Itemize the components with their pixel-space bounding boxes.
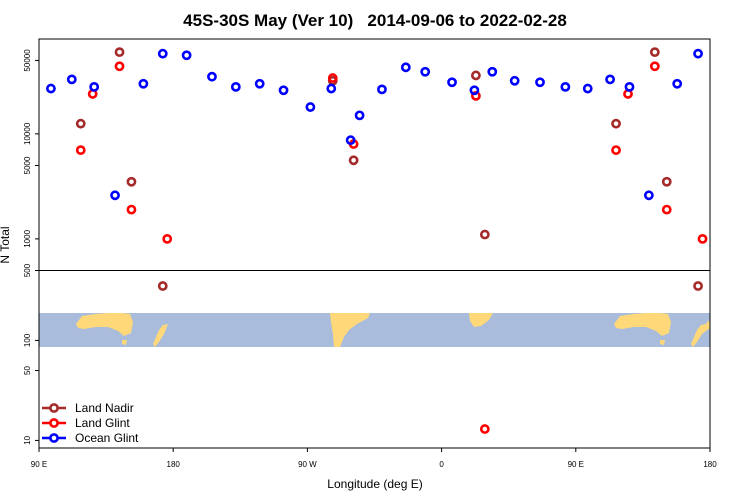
land-nadir-point [348, 155, 359, 166]
y-lower-tick-label: 50 [23, 366, 32, 375]
land-nadir-point [157, 281, 168, 291]
ocean-glint-point [605, 74, 615, 85]
y-axis-lower: 10 50 100 [23, 333, 39, 445]
land-glint-point [649, 61, 660, 72]
y-axis-upper: 500 1000 5000 10000 50000 [23, 49, 39, 277]
ocean-glint-point [354, 110, 365, 121]
y-axis-label: N Total [0, 226, 12, 263]
y-lower-tick-label: 100 [23, 333, 32, 347]
ocean-glint-point [326, 83, 337, 94]
legend-label-land-nadir: Land Nadir [75, 401, 134, 415]
world-map-strip [39, 313, 710, 347]
x-axis: 90 E 180 90 W 0 90 E 180 [31, 448, 717, 469]
map-land-new-zealand [153, 324, 168, 347]
ocean-glint-point [400, 62, 411, 73]
y-upper-tick-label: 10000 [23, 122, 32, 145]
ocean-glint-point [693, 48, 703, 59]
land-glint-point [75, 145, 86, 156]
y-lower-tick-label: 10 [23, 435, 32, 444]
data-points [46, 47, 708, 434]
x-tick-label: 90 E [31, 460, 47, 469]
land-nadir-point [479, 229, 490, 240]
map-land-australia-repeat [614, 313, 671, 336]
ocean-glint-point [278, 85, 289, 96]
land-nadir-point [470, 70, 481, 81]
land-glint-point [327, 73, 338, 83]
ocean-glint-point [89, 81, 100, 92]
ocean-glint-point [624, 81, 635, 92]
y-upper-tick-label: 50000 [23, 49, 32, 72]
ocean-glint-point [560, 81, 571, 92]
ocean-glint-point [138, 78, 149, 89]
x-tick-label: 0 [439, 460, 444, 469]
land-glint-point [697, 233, 708, 244]
ocean-glint-point [582, 83, 593, 94]
series-ocean-glint [46, 48, 703, 201]
ocean-glint-point [672, 78, 683, 89]
x-tick-label: 90 E [568, 460, 584, 469]
land-nadir-point [611, 118, 621, 129]
y-upper-tick-label: 5000 [23, 156, 32, 174]
x-tick-label: 180 [167, 460, 181, 469]
chart-title: 45S-30S May (Ver 10) 2014-09-06 to 2022-… [183, 11, 567, 30]
legend-marker-ocean-glint [49, 433, 59, 443]
map-land-south-america [330, 313, 370, 347]
ocean-glint-point [509, 75, 520, 86]
legend-label-land-glint: Land Glint [75, 416, 130, 430]
legend-marker-land-glint [49, 418, 59, 428]
land-glint-point [611, 145, 621, 156]
series-land-nadir [75, 47, 703, 291]
land-nadir-point [75, 118, 86, 129]
ocean-glint-point [305, 102, 316, 112]
land-nadir-point [649, 47, 660, 58]
axes-frame [38, 38, 711, 449]
land-glint-point [479, 424, 490, 434]
map-land-australia [76, 313, 133, 336]
ocean-glint-point [535, 77, 545, 88]
land-glint-point [162, 233, 173, 244]
ocean-glint-point [157, 48, 168, 59]
ocean-glint-point [207, 71, 217, 82]
ocean-glint-point [46, 83, 56, 94]
x-axis-label: Longitude (deg E) [327, 477, 422, 491]
map-land-tasmania [122, 340, 127, 345]
land-nadir-point [661, 176, 672, 187]
map-land-south-africa [469, 313, 493, 327]
ocean-glint-point [377, 84, 387, 95]
ocean-glint-point [420, 66, 431, 77]
x-tick-label: 90 W [298, 460, 317, 469]
ocean-glint-point [447, 77, 457, 88]
ocean-glint-point [469, 85, 480, 96]
map-land-new-zealand-repeat [691, 320, 710, 347]
ocean-glint-point [181, 50, 192, 61]
land-nadir-point [693, 281, 703, 291]
land-nadir-point [126, 176, 137, 187]
map-ocean [39, 313, 710, 347]
x-tick-label: 180 [703, 460, 717, 469]
land-glint-point [114, 61, 125, 72]
y-upper-tick-label: 500 [23, 263, 32, 277]
legend-marker-land-nadir [49, 403, 59, 413]
land-glint-point [661, 204, 672, 215]
ocean-glint-point [110, 190, 120, 201]
plot-border [38, 38, 711, 449]
map-land-tasmania-repeat [660, 340, 665, 345]
ocean-glint-point [254, 78, 265, 89]
ocean-glint-point [345, 135, 356, 146]
ocean-glint-point [230, 81, 241, 92]
ocean-glint-point [66, 74, 77, 85]
ocean-glint-point [487, 66, 498, 77]
land-glint-point [126, 204, 137, 215]
ocean-glint-point [643, 190, 654, 201]
land-nadir-point [114, 47, 125, 58]
legend-label-ocean-glint: Ocean Glint [75, 431, 139, 445]
map-land [76, 313, 710, 347]
series-land-glint [75, 61, 708, 434]
y-upper-tick-label: 1000 [23, 229, 32, 247]
